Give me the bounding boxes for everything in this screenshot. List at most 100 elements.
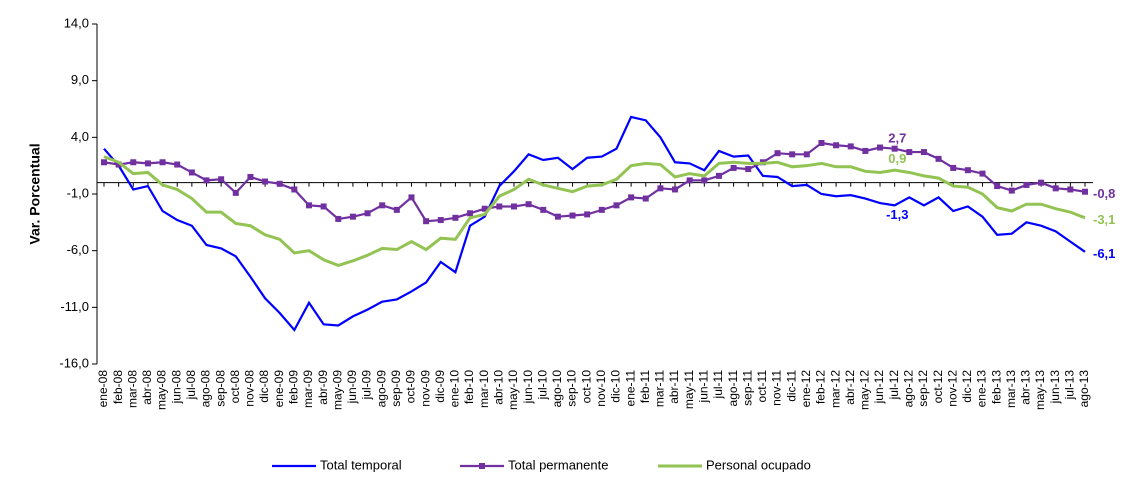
x-tick-label: nov-10 bbox=[594, 370, 608, 407]
value-label: 2,7 bbox=[888, 131, 906, 146]
point-marker bbox=[686, 177, 693, 184]
point-marker bbox=[305, 202, 312, 209]
point-marker bbox=[789, 151, 796, 158]
x-tick-label: may-09 bbox=[330, 370, 344, 410]
point-marker bbox=[481, 205, 488, 212]
point-marker bbox=[203, 177, 210, 184]
point-marker bbox=[510, 203, 517, 210]
x-tick-label: oct-09 bbox=[404, 370, 418, 404]
point-marker bbox=[379, 202, 386, 209]
point-marker bbox=[247, 174, 254, 180]
x-tick-label: sep-08 bbox=[213, 370, 227, 407]
point-marker bbox=[950, 164, 957, 171]
x-tick-label: jun-12 bbox=[872, 370, 886, 405]
x-tick-label: ago-09 bbox=[374, 370, 388, 408]
value-label: -3,1 bbox=[1093, 212, 1115, 227]
x-tick-label: mar-12 bbox=[828, 370, 842, 408]
x-tick-label: may-12 bbox=[858, 370, 872, 410]
x-tick-label: jul-09 bbox=[360, 370, 374, 401]
value-label: 0,9 bbox=[888, 151, 906, 166]
legend-item: Total temporal bbox=[272, 457, 402, 472]
legend-label: Total permanente bbox=[508, 457, 608, 472]
point-marker bbox=[408, 194, 415, 201]
series-line bbox=[103, 155, 1086, 267]
point-marker bbox=[628, 194, 635, 201]
point-marker bbox=[1052, 185, 1059, 192]
point-marker bbox=[1067, 186, 1074, 193]
x-tick-label: abr-11 bbox=[667, 370, 681, 404]
x-tick-label: jul-10 bbox=[535, 370, 549, 401]
point-marker bbox=[1023, 181, 1030, 188]
x-tick-label: oct-10 bbox=[579, 370, 593, 404]
x-tick-label: dic-10 bbox=[609, 370, 623, 403]
x-tick-label: ago-13 bbox=[1077, 370, 1091, 408]
point-marker bbox=[964, 167, 971, 174]
y-tick-label: -16,0 bbox=[59, 355, 89, 370]
x-tick-label: sep-10 bbox=[565, 370, 579, 407]
point-marker bbox=[701, 177, 708, 184]
point-marker bbox=[877, 144, 884, 151]
point-marker bbox=[672, 186, 679, 193]
x-tick-label: abr-08 bbox=[140, 370, 154, 405]
point-marker bbox=[291, 186, 298, 193]
x-tick-label: feb-10 bbox=[462, 370, 476, 404]
x-tick-label: ene-09 bbox=[272, 370, 286, 408]
point-marker bbox=[276, 180, 283, 187]
x-tick-label: jun-11 bbox=[696, 370, 710, 404]
x-tick-label: abr-10 bbox=[492, 370, 506, 405]
value-label: -1,3 bbox=[886, 207, 908, 222]
x-tick-label: ago-12 bbox=[901, 370, 915, 408]
point-marker bbox=[569, 212, 576, 219]
x-tick-label: oct-12 bbox=[931, 370, 945, 404]
point-marker bbox=[130, 159, 137, 166]
y-tick-label: 14,0 bbox=[64, 15, 89, 30]
y-tick-label: -11,0 bbox=[60, 299, 89, 314]
point-marker bbox=[115, 161, 122, 168]
point-marker bbox=[159, 159, 166, 166]
x-tick-label: dic-08 bbox=[257, 370, 271, 403]
y-tick-label: -6,0 bbox=[67, 242, 89, 257]
y-tick-label: 4,0 bbox=[71, 129, 89, 144]
legend-item: Personal ocupado bbox=[658, 457, 811, 472]
x-tick-label: abr-09 bbox=[316, 370, 330, 405]
point-marker bbox=[335, 215, 342, 222]
series-line bbox=[103, 115, 1086, 332]
x-tick-label: jul-11 bbox=[711, 370, 725, 400]
point-marker bbox=[540, 206, 547, 213]
point-marker bbox=[642, 195, 649, 202]
x-tick-label: mar-08 bbox=[125, 370, 139, 408]
x-tick-label: nov-12 bbox=[945, 370, 959, 407]
x-tick-label: ene-13 bbox=[975, 370, 989, 408]
y-tick-label: -1,0 bbox=[67, 185, 89, 200]
x-tick-label: sep-11 bbox=[740, 370, 754, 406]
point-marker bbox=[349, 213, 356, 220]
point-marker bbox=[935, 155, 942, 162]
series-line bbox=[103, 141, 1086, 223]
x-tick-label: jun-08 bbox=[169, 370, 183, 405]
x-tick-label: dic-09 bbox=[433, 370, 447, 403]
y-axis-title: Var. Porcentual bbox=[27, 143, 43, 244]
x-tick-label: feb-13 bbox=[989, 370, 1003, 404]
point-marker bbox=[715, 172, 722, 179]
x-tick-label: nov-11 bbox=[770, 370, 784, 406]
point-marker bbox=[174, 161, 181, 168]
x-tick-label: ago-08 bbox=[199, 370, 213, 408]
point-marker bbox=[101, 159, 107, 166]
point-marker bbox=[1082, 188, 1088, 195]
x-tick-label: abr-12 bbox=[843, 370, 857, 405]
point-marker bbox=[598, 206, 605, 213]
point-marker bbox=[496, 203, 503, 210]
x-tick-label: ene-12 bbox=[799, 370, 813, 408]
y-tick-label: 9,0 bbox=[71, 72, 89, 87]
x-tick-label: jun-10 bbox=[521, 370, 535, 405]
point-marker bbox=[232, 189, 239, 196]
legend-item: Total permanente bbox=[460, 457, 608, 472]
point-marker bbox=[393, 206, 400, 213]
point-marker bbox=[437, 217, 444, 224]
x-tick-label: ago-10 bbox=[550, 370, 564, 408]
point-marker bbox=[730, 164, 737, 171]
point-marker bbox=[920, 149, 927, 156]
point-marker bbox=[818, 140, 825, 146]
point-marker bbox=[188, 169, 195, 176]
point-marker bbox=[320, 203, 327, 210]
